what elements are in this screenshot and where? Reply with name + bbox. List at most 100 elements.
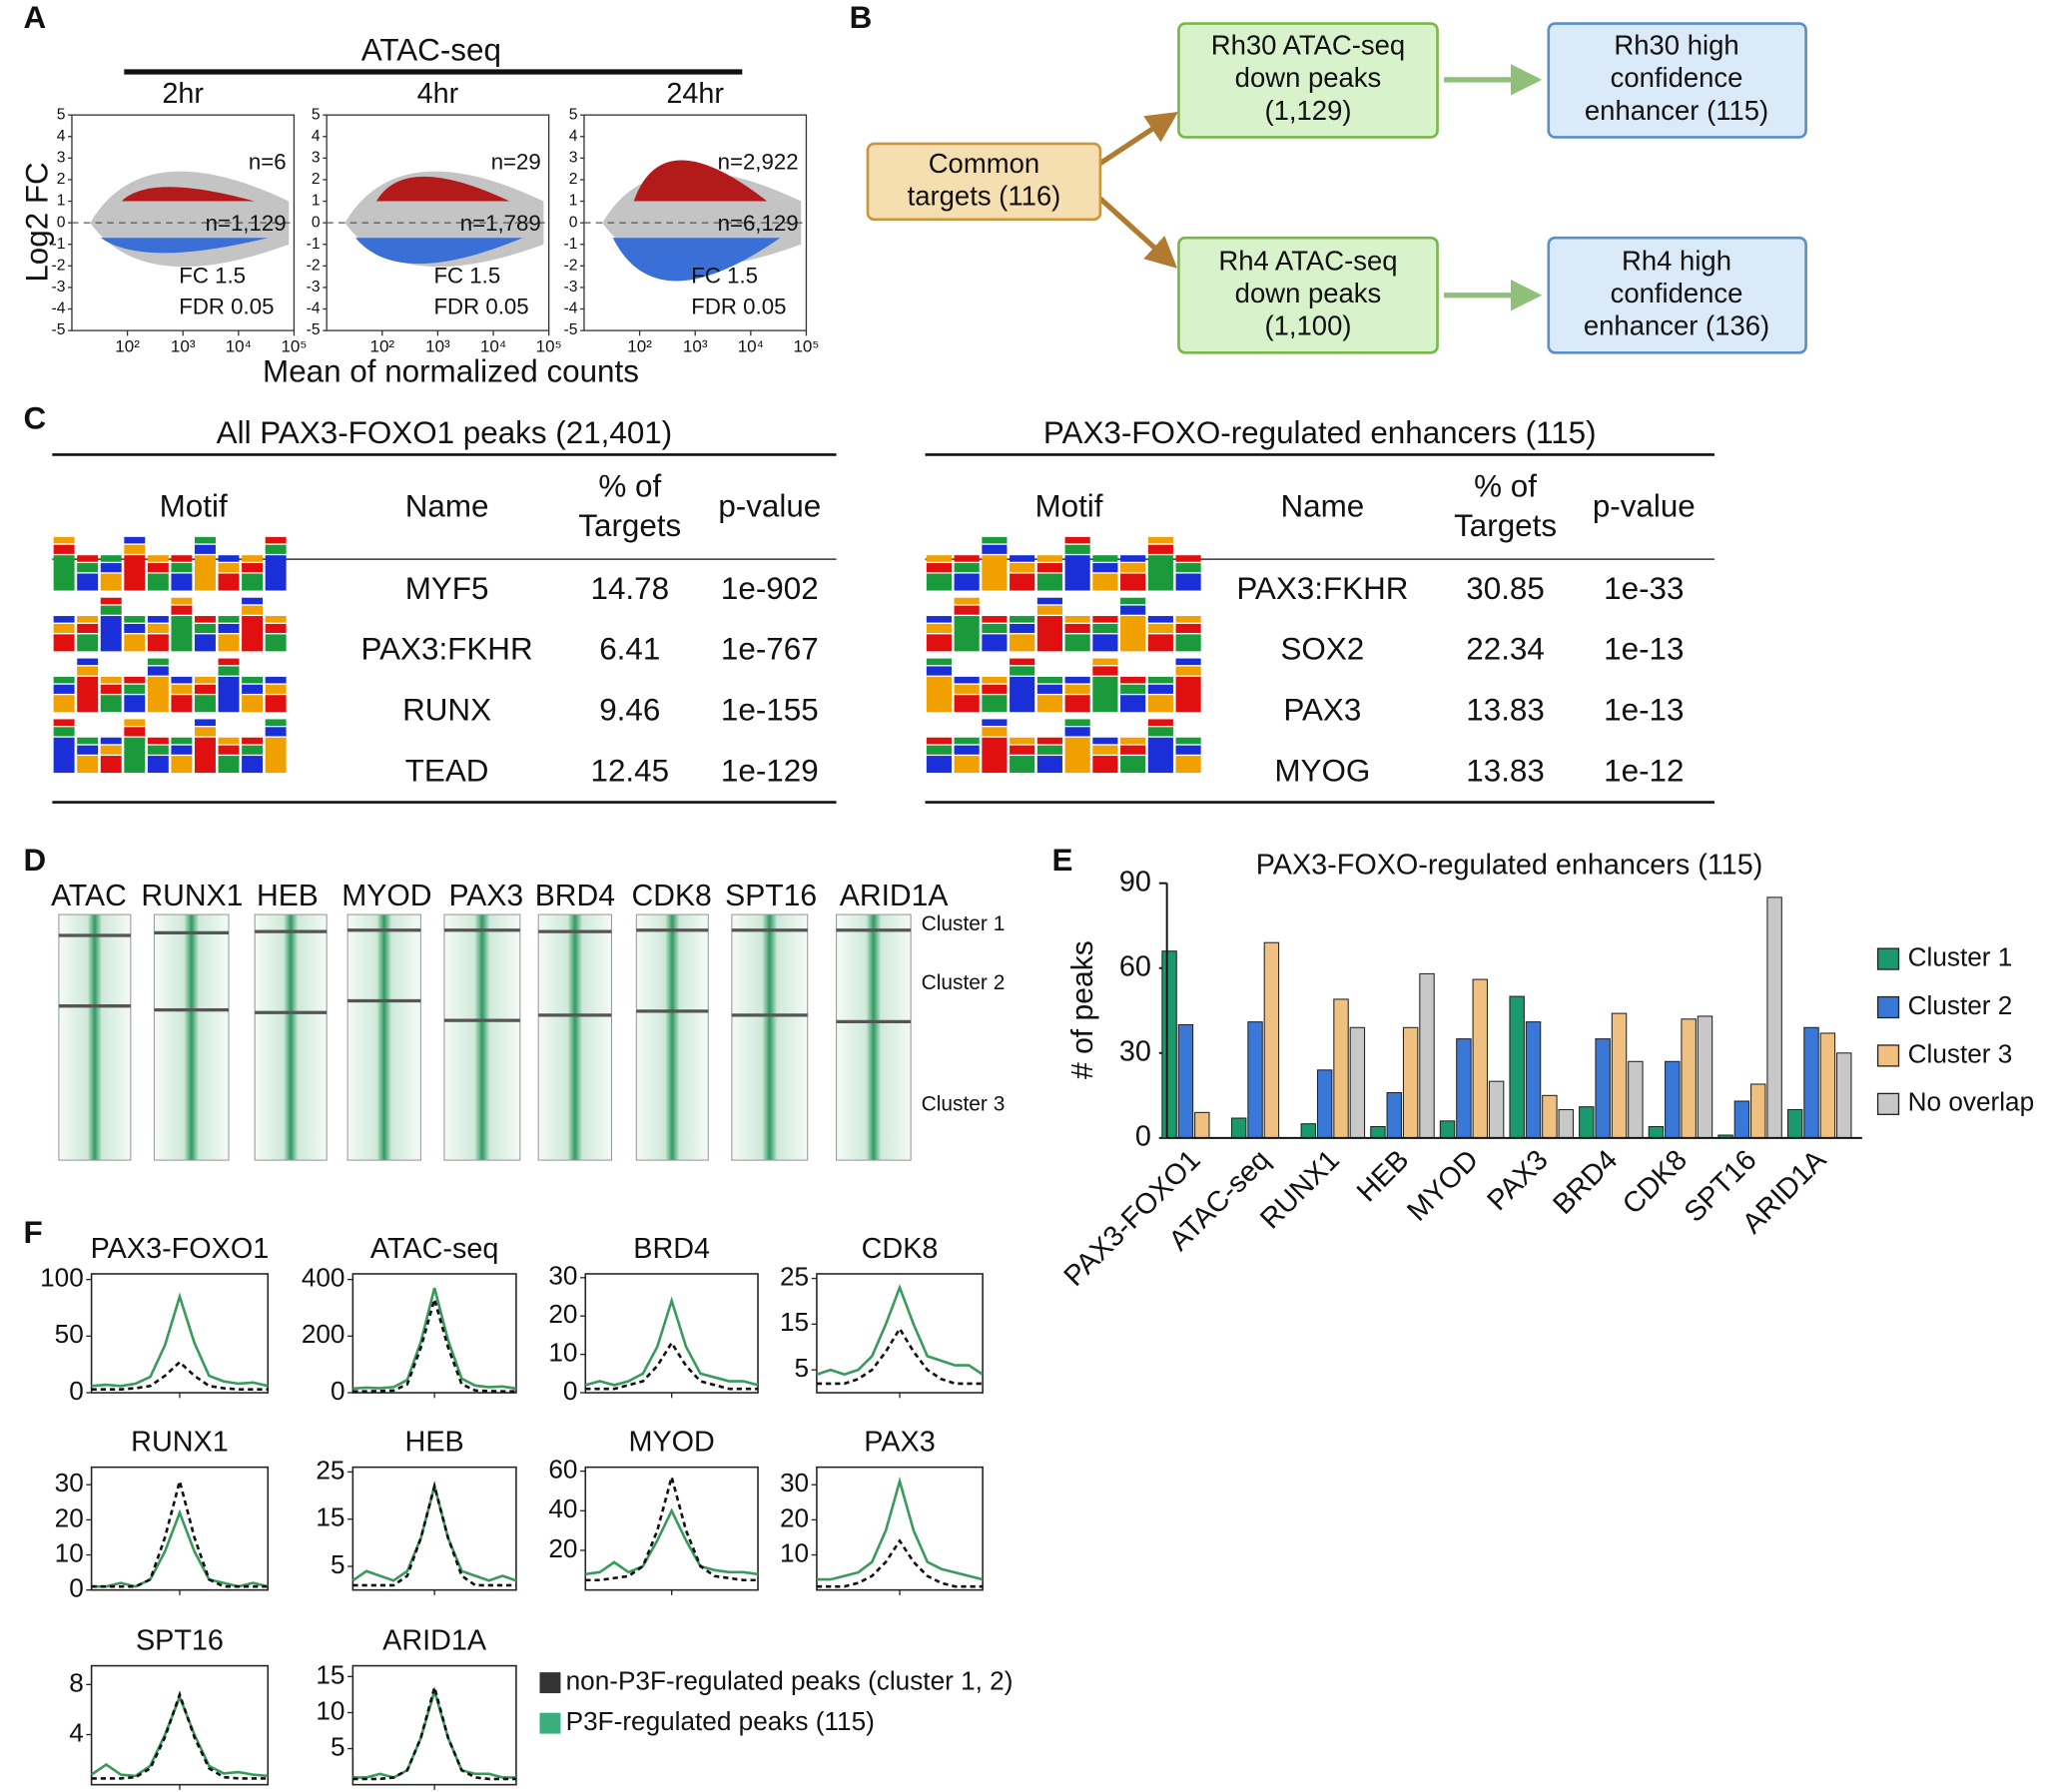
x-tick-label: 10⁴ [480, 337, 506, 356]
motif-logo [1064, 623, 1090, 634]
node-label: confidence [1611, 62, 1743, 93]
table-cell: 1e-129 [721, 753, 819, 788]
line [816, 1284, 984, 1377]
motif-logo [1120, 756, 1146, 774]
motif-logo [1092, 756, 1118, 774]
table-cell: MYOG [1274, 753, 1370, 788]
bar [1697, 1015, 1713, 1139]
motif-logo [1036, 555, 1062, 562]
y-tick-label: 90 [1119, 866, 1151, 897]
x-tick-label: 10⁴ [226, 337, 252, 356]
motif-logo [218, 623, 240, 634]
arrow [1098, 196, 1178, 269]
y-tick-label: 30 [780, 1468, 809, 1497]
motif-logo [124, 623, 146, 634]
x-tick-label: 10² [115, 337, 140, 356]
motif-logo [926, 745, 952, 755]
motif-logo [954, 563, 980, 573]
point-cloud [100, 238, 269, 254]
y-tick-label: 2 [569, 171, 578, 188]
bar [1349, 1026, 1366, 1139]
bar [1665, 1060, 1681, 1139]
motif-logo [954, 597, 980, 605]
motif-logo [124, 544, 146, 554]
line [585, 1472, 759, 1582]
y-tick-label: 3 [569, 150, 578, 167]
motif-logo [218, 658, 240, 666]
motif-logo [1120, 597, 1146, 605]
panel-label: C [24, 401, 47, 436]
motif-logo [982, 695, 1008, 713]
motif-logo [53, 616, 75, 623]
n-down: n=1,789 [460, 211, 541, 236]
table-cell: 1e-13 [1604, 693, 1684, 728]
motif-logo [171, 695, 193, 713]
motif-logo [194, 727, 216, 737]
y-tick-label: 25 [316, 1455, 344, 1485]
line [90, 1693, 269, 1778]
motif-logo [1064, 684, 1090, 694]
motif-logo [77, 634, 99, 652]
legend-label: No overlap [1908, 1087, 2035, 1117]
heatmap [836, 913, 912, 1161]
motif-logo [124, 719, 146, 726]
y-tick-label: 4 [57, 128, 66, 145]
bar [1263, 941, 1280, 1139]
motif-logo [1092, 563, 1118, 573]
motif-logo [982, 616, 1008, 623]
motif-logo [242, 737, 264, 745]
line [352, 1682, 516, 1781]
motif-logo [242, 563, 264, 573]
motif-logo [77, 616, 99, 623]
bar [1161, 950, 1177, 1139]
table-cell: SOX2 [1281, 632, 1365, 667]
y-tick-label: -4 [307, 300, 321, 317]
motif-logo [53, 544, 75, 554]
motif-logo [100, 737, 122, 745]
motif-logo [1010, 555, 1035, 562]
bar [1370, 1126, 1386, 1139]
heatmap-label: PAX3 [448, 880, 523, 912]
legend-swatch [1876, 1092, 1900, 1115]
table-cell: 1e-767 [721, 632, 819, 667]
motif-logo [982, 727, 1008, 737]
n-up: n=6 [249, 149, 287, 174]
motif-logo [265, 623, 287, 634]
bar [1542, 1094, 1558, 1139]
chart-title: RUNX1 [131, 1427, 229, 1459]
motif-logo [147, 616, 169, 623]
motif-logo [1092, 658, 1118, 666]
motif-logo [926, 676, 952, 713]
flow-diagram [866, 22, 1807, 354]
motif-logo [100, 573, 122, 591]
heatmap-label: ATAC [51, 880, 127, 912]
motif-logo [1064, 676, 1090, 684]
motif-logo [147, 563, 169, 573]
motif-logo [100, 563, 122, 573]
legend-swatch [1876, 1044, 1900, 1067]
bar [1803, 1026, 1819, 1139]
motif-logo [77, 676, 99, 713]
motif-logo [1147, 544, 1173, 554]
y-tick-label: 40 [548, 1493, 577, 1523]
motif-logo [218, 634, 240, 652]
heatmap-label: BRD4 [535, 880, 615, 912]
motif-logo [926, 737, 952, 745]
table-cell: 1e-12 [1604, 753, 1684, 788]
motif-logo [1175, 658, 1201, 666]
y-tick-label: 5 [312, 106, 321, 123]
table-cell: 22.34 [1466, 632, 1545, 667]
motif-logo [242, 676, 264, 684]
motif-logo [1010, 563, 1035, 573]
motif-logo [1010, 756, 1035, 774]
motif-logo [242, 616, 264, 652]
motif-logo [218, 573, 240, 591]
plot-frame [90, 1273, 270, 1394]
y-tick-label: 0 [57, 214, 66, 231]
y-tick-label: 20 [548, 1299, 577, 1329]
y-tick-label: 5 [569, 106, 578, 123]
bar [1386, 1091, 1403, 1139]
cluster-label: Cluster 1 [922, 912, 1006, 935]
fc-label: FC 1.5 [691, 263, 758, 288]
motif-logo [147, 658, 169, 666]
